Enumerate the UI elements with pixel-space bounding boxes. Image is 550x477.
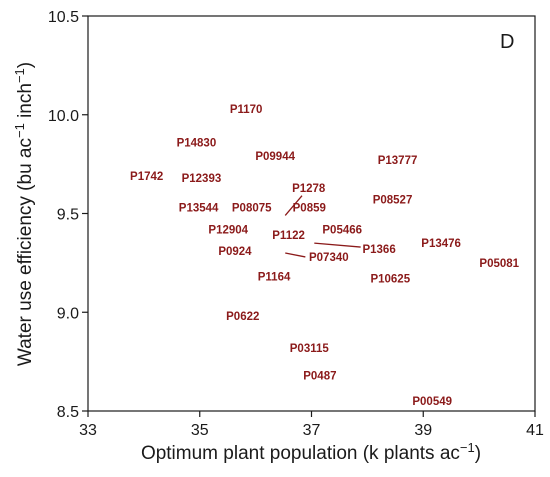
- y-axis-title: Water use efficiency (bu ac−1 inch−1): [12, 62, 36, 366]
- point-label: P05466: [322, 224, 362, 236]
- point-label: P1164: [258, 272, 291, 284]
- point-label: P12904: [208, 224, 248, 236]
- point-label: P12393: [182, 173, 222, 185]
- point-label: P1366: [362, 244, 395, 256]
- x-tick-label: 39: [414, 422, 432, 439]
- point-label: P05081: [479, 258, 519, 270]
- connector-line: [284, 195, 303, 216]
- y-tick-label: 10.5: [48, 9, 79, 26]
- point-label: P10625: [370, 274, 410, 286]
- point-label: P13476: [421, 238, 461, 250]
- connector-line: [314, 242, 361, 248]
- y-tick-label: 8.5: [57, 404, 79, 421]
- x-tick-label: 35: [191, 422, 209, 439]
- axes: 33 35 37 39 41 8.5 9.0 9.5 10.0 10.5: [48, 9, 544, 439]
- point-label: P13777: [378, 155, 418, 167]
- point-label: P1170: [230, 104, 263, 116]
- point-label: P0487: [303, 370, 336, 382]
- point-label: P00549: [412, 396, 452, 408]
- point-label: P03115: [290, 343, 330, 355]
- connector-line: [285, 252, 306, 258]
- point-label: P1122: [272, 230, 305, 242]
- point-label: P1742: [130, 171, 163, 183]
- point-label: P0622: [226, 311, 259, 323]
- x-tick-label: 37: [303, 422, 321, 439]
- y-tick-label: 9.0: [57, 305, 79, 322]
- y-tick-label: 10.0: [48, 108, 79, 125]
- y-tick-label: 9.5: [57, 207, 79, 224]
- panel-letter: D: [500, 31, 514, 53]
- point-label: P08527: [373, 195, 413, 207]
- connector-lines: [284, 195, 361, 258]
- point-label: P13544: [179, 203, 219, 215]
- point-labels: P1170 P14830 P09944 P13777 P1742 P12393 P1278 P…: [130, 104, 520, 408]
- x-tick-label: 33: [79, 422, 97, 439]
- point-label: P07340: [309, 252, 349, 264]
- point-label: P0924: [218, 246, 252, 258]
- point-label: P08075: [232, 203, 272, 215]
- point-label: P09944: [255, 151, 295, 163]
- point-label: P14830: [177, 137, 217, 149]
- point-label: P0859: [293, 203, 326, 215]
- x-tick-label: 41: [526, 422, 544, 439]
- x-axis-title: Optimum plant population (k plants ac−1): [141, 440, 481, 464]
- point-label: P1278: [292, 183, 326, 195]
